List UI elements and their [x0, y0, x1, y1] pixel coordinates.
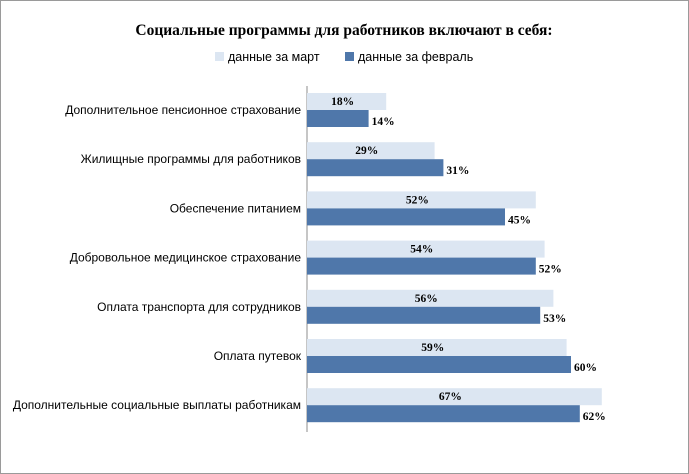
- bar-february: [307, 208, 505, 226]
- legend-swatch-march: [215, 52, 224, 61]
- data-label-february: 14%: [372, 116, 395, 128]
- category-label: Оплата путевок: [214, 349, 302, 363]
- bar-march: [307, 240, 545, 258]
- data-label-march: 29%: [355, 145, 378, 157]
- data-label-february: 53%: [543, 313, 566, 325]
- legend-label-march: данные за март: [228, 50, 320, 64]
- data-label-february: 60%: [574, 362, 597, 374]
- data-label-february: 62%: [583, 411, 606, 423]
- bar-march: [307, 191, 536, 209]
- bar-february: [307, 405, 580, 423]
- category-label: Дополнительные социальные выплаты работн…: [13, 398, 301, 412]
- category-label: Дополнительное пенсионное страхование: [65, 103, 301, 117]
- bar-march: [307, 388, 602, 406]
- data-label-march: 59%: [421, 342, 444, 354]
- chart-title: Социальные программы для работников вклю…: [135, 22, 552, 39]
- bar-february: [307, 356, 571, 373]
- data-label-march: 54%: [410, 244, 433, 256]
- data-label-march: 56%: [415, 293, 438, 305]
- data-label-march: 67%: [439, 391, 462, 403]
- data-label-february: 52%: [539, 264, 562, 276]
- category-label: Добровольное медицинское страхование: [70, 251, 302, 265]
- data-label-february: 45%: [508, 214, 531, 226]
- category-label: Обеспечение питанием: [170, 201, 301, 215]
- category-label: Оплата транспорта для сотрудников: [97, 300, 301, 314]
- bar-february: [307, 159, 444, 177]
- data-label-february: 31%: [446, 165, 469, 177]
- data-label-march: 52%: [406, 194, 429, 206]
- data-label-march: 18%: [331, 96, 354, 108]
- category-label: Жилищные программы для работников: [81, 152, 301, 166]
- legend-label-february: данные за февраль: [358, 50, 473, 64]
- bar-march: [307, 339, 567, 356]
- bar-february: [307, 306, 541, 324]
- plot-area: Дополнительное пенсионное страхование 18%…: [13, 86, 606, 432]
- bar-february: [307, 110, 369, 127]
- bar-march: [307, 289, 554, 307]
- bar-march: [307, 142, 435, 160]
- legend: данные за март данные за февраль: [215, 50, 473, 64]
- legend-swatch-february: [345, 52, 354, 61]
- bar-march: [307, 93, 387, 110]
- bar-february: [307, 257, 536, 275]
